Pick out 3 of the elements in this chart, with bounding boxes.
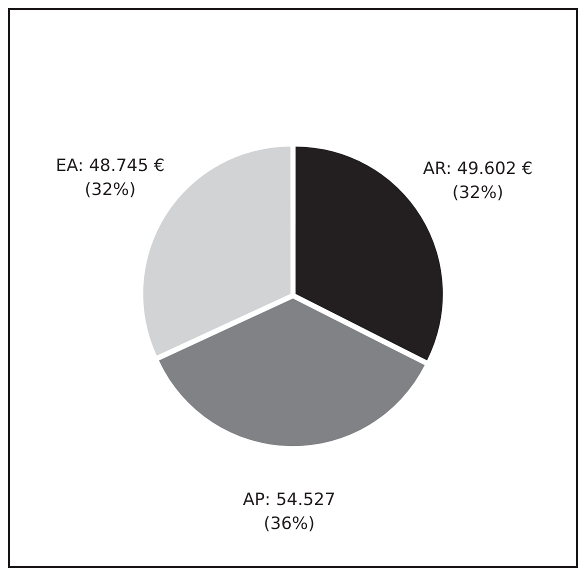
- slice-label: EA: 48.745 € (32%): [56, 156, 165, 200]
- slice-label: AP: 54.527 (36%): [242, 490, 336, 534]
- slice-label: AR: 49.602 € (32%): [422, 159, 533, 204]
